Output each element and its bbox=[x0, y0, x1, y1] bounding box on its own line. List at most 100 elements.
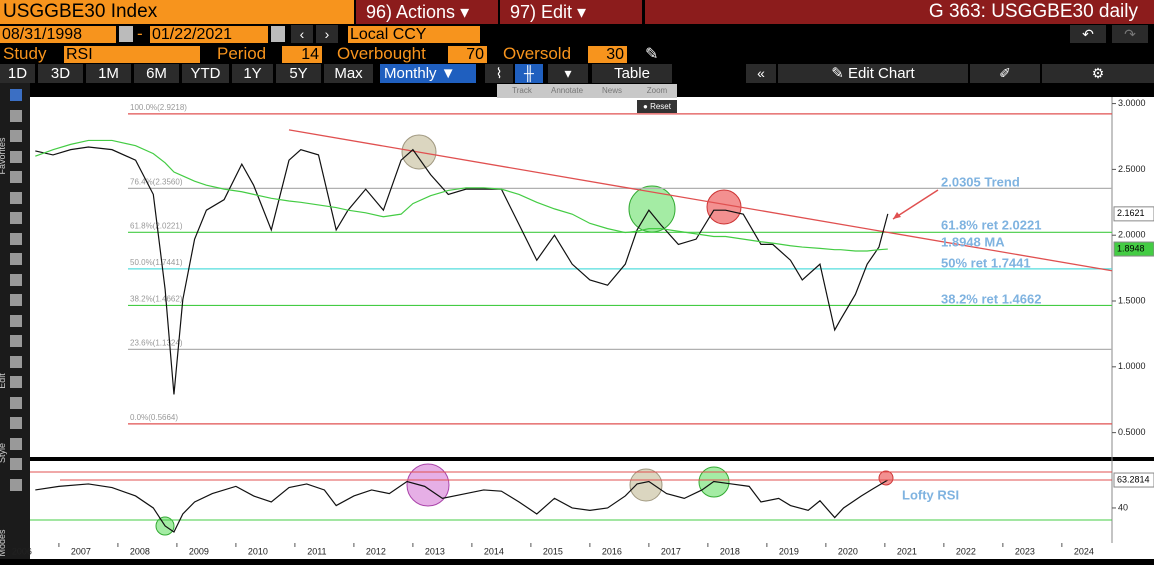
sidebar-label: Favorites bbox=[0, 137, 7, 175]
tool-icon[interactable] bbox=[10, 294, 22, 306]
tool-icon[interactable] bbox=[10, 212, 22, 224]
range-button[interactable]: 6M bbox=[134, 64, 179, 83]
calendar-icon[interactable] bbox=[119, 26, 133, 42]
annotation-tool[interactable]: Zoom bbox=[646, 86, 668, 95]
study-field[interactable]: RSI bbox=[64, 46, 200, 63]
highlight-circle bbox=[629, 468, 663, 502]
highlight-circle bbox=[406, 463, 450, 507]
x-tick-label: 2011 bbox=[307, 546, 326, 556]
type-dropdown[interactable]: ▾ bbox=[548, 64, 588, 83]
y-tick-label: 0.5000 bbox=[1118, 427, 1146, 437]
range-button[interactable]: 3D bbox=[38, 64, 83, 83]
tool-icon[interactable] bbox=[10, 335, 22, 347]
settings-button[interactable]: ⚙ bbox=[1042, 64, 1154, 83]
end-date[interactable]: 01/22/2021 bbox=[150, 26, 268, 43]
annotation-tool[interactable]: Track bbox=[512, 86, 532, 95]
x-tick-label: 2019 bbox=[779, 546, 799, 556]
redo-button[interactable]: ↷ bbox=[1112, 25, 1148, 43]
oversold-field[interactable]: 30 bbox=[588, 46, 627, 63]
last-value-tag bbox=[1113, 472, 1154, 488]
range-button[interactable]: 5Y bbox=[276, 64, 321, 83]
edit-menu[interactable]: 97) Edit ▾ bbox=[500, 0, 642, 24]
tool-icon[interactable] bbox=[10, 458, 22, 470]
calendar-icon[interactable] bbox=[271, 26, 285, 42]
rsi-panel bbox=[30, 461, 1154, 543]
date-dash: - bbox=[137, 24, 143, 43]
range-button[interactable]: Max bbox=[324, 64, 373, 83]
x-tick-label: 2013 bbox=[425, 546, 445, 556]
security-field[interactable]: USGGBE30 Index bbox=[0, 0, 354, 24]
last-value-label: 1.8948 bbox=[1117, 243, 1145, 253]
frequency-dropdown[interactable]: Monthly ▼ bbox=[380, 64, 476, 83]
edit-label: 97) Edit bbox=[510, 2, 573, 22]
currency-field[interactable]: Local CCY bbox=[348, 26, 480, 43]
start-date[interactable]: 08/31/1998 bbox=[0, 26, 116, 43]
period-field[interactable]: 14 bbox=[282, 46, 322, 63]
x-tick-label: 2009 bbox=[189, 546, 209, 556]
prev-button[interactable]: ‹ bbox=[291, 25, 313, 43]
x-tick-label: 2024 bbox=[1074, 546, 1094, 556]
tool-icon[interactable] bbox=[10, 89, 22, 101]
tool-icon[interactable] bbox=[10, 191, 22, 204]
chart-type-button[interactable]: ⌇ bbox=[485, 64, 513, 83]
x-tick-label: 2012 bbox=[366, 546, 386, 556]
page-title: G 363: USGGBE30 daily bbox=[645, 0, 1154, 24]
tool-icon[interactable] bbox=[10, 417, 22, 429]
x-tick-label: 2006 bbox=[12, 546, 32, 556]
last-value-label: 63.2814 bbox=[1117, 474, 1150, 484]
range-button[interactable]: 1D bbox=[0, 64, 35, 83]
range-button[interactable]: 1M bbox=[86, 64, 131, 83]
frequency-label: Monthly bbox=[384, 65, 437, 82]
table-button[interactable]: Table bbox=[592, 64, 672, 83]
fib-label: 0.0%(0.5664) bbox=[130, 413, 178, 422]
collapse-button[interactable]: « bbox=[746, 64, 776, 83]
overbought-field[interactable]: 70 bbox=[448, 46, 487, 63]
draw-button[interactable]: ✐ bbox=[970, 64, 1040, 83]
arrow bbox=[892, 189, 939, 220]
fib-label: 23.6%(1.1324) bbox=[130, 338, 183, 347]
tool-icon[interactable] bbox=[10, 130, 22, 142]
annotation: 61.8% ret 2.0221 bbox=[941, 217, 1041, 232]
tool-icon[interactable] bbox=[10, 232, 22, 245]
range-button[interactable]: YTD bbox=[182, 64, 229, 83]
tool-icon[interactable] bbox=[10, 150, 22, 163]
tool-icon[interactable] bbox=[10, 273, 22, 286]
overbought-label: Overbought bbox=[337, 44, 426, 63]
fib-label: 100.0%(2.9218) bbox=[130, 103, 187, 112]
tool-icon[interactable] bbox=[10, 253, 22, 265]
tool-icon[interactable] bbox=[10, 478, 22, 491]
tool-icon[interactable] bbox=[10, 355, 22, 368]
next-button[interactable]: › bbox=[316, 25, 338, 43]
highlight-circle bbox=[628, 185, 676, 233]
x-tick-label: 2015 bbox=[543, 546, 563, 556]
tool-icon[interactable] bbox=[10, 396, 22, 409]
annotation-tool[interactable]: News bbox=[601, 86, 622, 95]
fib-label: 50.0%(1.7441) bbox=[130, 258, 183, 267]
undo-button[interactable]: ↶ bbox=[1070, 25, 1106, 43]
series-line bbox=[35, 146, 889, 395]
actions-menu[interactable]: 96) Actions ▾ bbox=[356, 0, 498, 24]
y-tick-label: 1.5000 bbox=[1118, 295, 1146, 305]
range-button[interactable]: 1Y bbox=[232, 64, 273, 83]
tool-icon[interactable] bbox=[10, 314, 22, 327]
edit-chart-button[interactable]: ✎ Edit Chart bbox=[778, 64, 968, 83]
annotation: Lofty RSI bbox=[902, 487, 959, 502]
reset-label: Reset bbox=[650, 102, 671, 111]
x-tick-label: 2021 bbox=[897, 546, 917, 556]
bar-type-button[interactable]: ╫ bbox=[515, 64, 543, 83]
annotation-tool[interactable]: Annotate bbox=[550, 86, 584, 95]
sidebar-label: Edit bbox=[0, 373, 7, 389]
actions-label: 96) Actions bbox=[366, 2, 456, 22]
study-label: Study bbox=[3, 44, 47, 63]
pen-icon[interactable]: ✎ bbox=[645, 46, 659, 63]
tool-icon[interactable] bbox=[10, 109, 22, 122]
series-line bbox=[35, 139, 888, 252]
tool-icon[interactable] bbox=[10, 171, 22, 183]
x-tick-label: 2016 bbox=[602, 546, 622, 556]
edit-chart-label: Edit Chart bbox=[848, 65, 915, 82]
x-tick-label: 2014 bbox=[484, 546, 504, 556]
tool-icon[interactable] bbox=[10, 437, 22, 450]
reset-button[interactable]: ● Reset bbox=[637, 100, 677, 113]
tool-icon[interactable] bbox=[10, 376, 22, 388]
annotation: 2.0305 Trend bbox=[941, 174, 1020, 189]
